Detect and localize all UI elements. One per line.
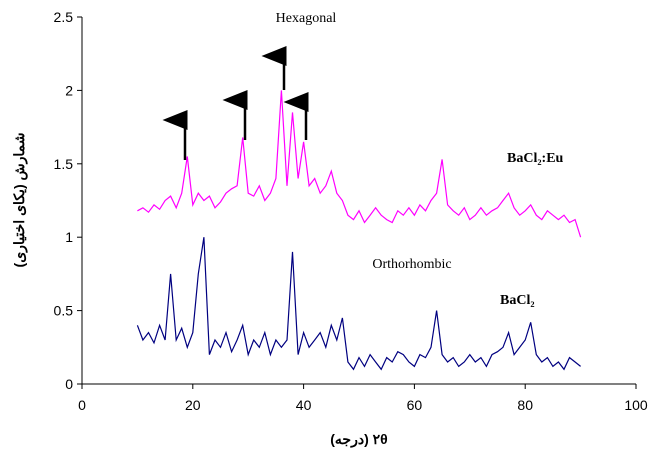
y-tick-label: 1 <box>65 229 73 245</box>
y-tick-label: 2 <box>65 82 73 98</box>
y-tick-label: 1.5 <box>54 156 74 172</box>
series-line <box>137 90 582 238</box>
annotation: Orthorhombic <box>372 257 451 272</box>
x-tick-label: 100 <box>624 397 648 413</box>
y-tick-label: 0 <box>65 376 73 392</box>
x-tick-label: 20 <box>185 397 201 413</box>
arrows <box>162 46 309 160</box>
x-tick-label: 80 <box>517 397 533 413</box>
x-tick-label: 0 <box>78 397 86 413</box>
x-tick-label: 40 <box>296 397 312 413</box>
x-axis-label: ۲θ (درجه) <box>330 431 387 448</box>
y-axis-label: شمارش (یکای اختیاری) <box>11 133 28 268</box>
annotation: Hexagonal <box>276 11 337 26</box>
series-line <box>136 237 581 371</box>
series-label: BaCl₂:Eu <box>507 151 564 166</box>
y-tick-label: 0.5 <box>54 303 74 319</box>
series-label: BaCl₂ <box>500 293 535 308</box>
y-tick-label: 2.5 <box>54 9 74 25</box>
x-tick-label: 60 <box>407 397 423 413</box>
